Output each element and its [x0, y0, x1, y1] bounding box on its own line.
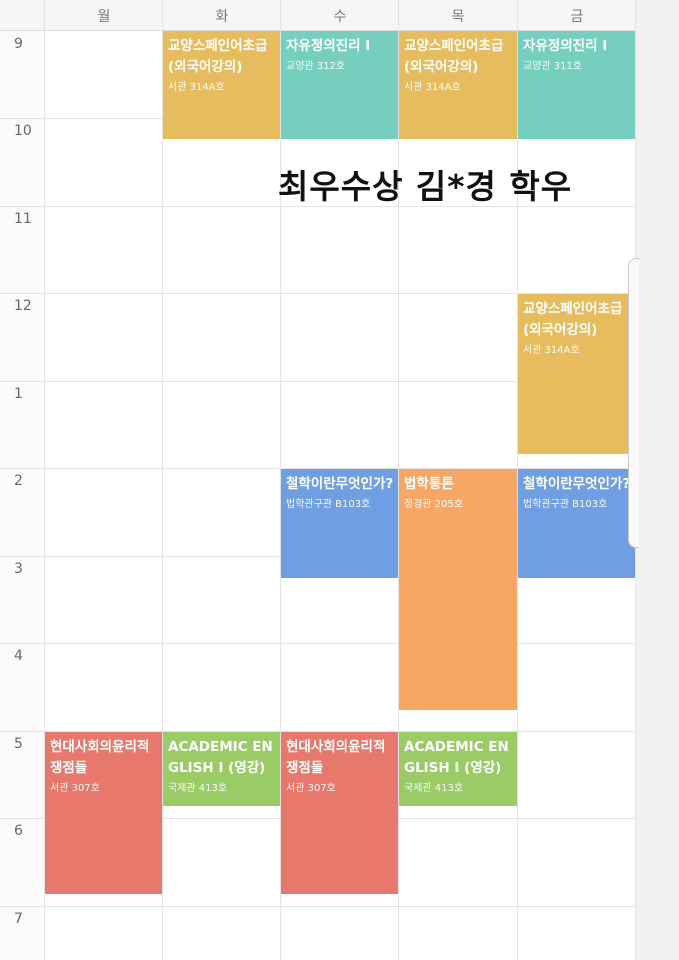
- hour-label: 11: [14, 211, 32, 227]
- day-tue: 화: [215, 9, 229, 25]
- grid-line: [0, 906, 636, 907]
- grid-line: [0, 206, 636, 207]
- hour-label: 12: [14, 298, 32, 314]
- course-name: 자유정의진리 I: [286, 38, 371, 54]
- day-header: [0, 0, 636, 31]
- course-room: 정경관 205호: [404, 499, 464, 510]
- course-name: 교양스페인어초급(외국어강의): [523, 301, 623, 338]
- grid-line: [517, 0, 518, 960]
- course-room: 국제관 413호: [404, 783, 464, 794]
- course-name: 교양스페인어초급(외국어강의): [404, 38, 504, 75]
- course-block[interactable]: 법학통론 정경관 205호: [399, 469, 517, 710]
- course-room: 교양관 311호: [523, 61, 583, 72]
- course-name: 현대사회의윤리적쟁점들: [50, 739, 150, 776]
- course-block[interactable]: 교양스페인어초급(외국어강의) 서관 314A호: [518, 294, 635, 454]
- hour-label: 1: [14, 386, 23, 402]
- grid-line: [280, 0, 281, 960]
- course-name: 철학이란무엇인가?: [523, 476, 631, 492]
- day-mon: 월: [97, 9, 111, 25]
- grid-line: [0, 731, 636, 732]
- course-name: 현대사회의윤리적쟁점들: [286, 739, 386, 776]
- hour-label: 4: [14, 648, 23, 664]
- course-room: 국제관 413호: [168, 783, 228, 794]
- course-name: ACADEMIC ENGLISH I (영강): [404, 739, 509, 776]
- grid-line: [162, 0, 163, 960]
- course-room: 법학관구관 B103호: [523, 499, 608, 510]
- course-block[interactable]: 교양스페인어초급(외국어강의) 서관 314A호: [163, 31, 280, 139]
- grid-line: [0, 293, 636, 294]
- course-room: 교양관 312호: [286, 61, 346, 72]
- hour-label: 10: [14, 123, 32, 139]
- hour-label: 6: [14, 823, 23, 839]
- edge-panel-handle[interactable]: [628, 258, 639, 548]
- course-block[interactable]: 현대사회의윤리적쟁점들 서관 307호: [45, 732, 162, 894]
- hour-label: 5: [14, 736, 23, 752]
- day-thu: 목: [451, 9, 465, 25]
- hour-label: 2: [14, 473, 23, 489]
- time-column: [0, 30, 44, 960]
- course-block[interactable]: 교양스페인어초급(외국어강의) 서관 314A호: [399, 31, 517, 139]
- course-name: ACADEMIC ENGLISH I (영강): [168, 739, 273, 776]
- course-block[interactable]: 자유정의진리 I 교양관 312호: [281, 31, 398, 139]
- hour-label: 9: [14, 36, 23, 52]
- course-block[interactable]: 철학이란무엇인가? 법학관구관 B103호: [281, 469, 398, 578]
- course-block[interactable]: 철학이란무엇인가? 법학관구관 B103호: [518, 469, 635, 578]
- course-room: 서관 314A호: [404, 82, 461, 93]
- course-room: 법학관구관 B103호: [286, 499, 371, 510]
- grid-line: [0, 643, 636, 644]
- course-block[interactable]: ACADEMIC ENGLISH I (영강) 국제관 413호: [163, 732, 280, 806]
- grid-line: [0, 468, 636, 469]
- course-room: 서관 314A호: [168, 82, 225, 93]
- course-block[interactable]: 현대사회의윤리적쟁점들 서관 307호: [281, 732, 398, 894]
- award-caption: 최우수상 김*경 학우: [278, 167, 573, 206]
- hour-label: 3: [14, 561, 23, 577]
- right-margin: [636, 0, 679, 960]
- course-room: 서관 314A호: [523, 345, 580, 356]
- course-block[interactable]: 자유정의진리 I 교양관 311호: [518, 31, 635, 139]
- course-name: 철학이란무엇인가?: [286, 476, 394, 492]
- course-name: 교양스페인어초급(외국어강의): [168, 38, 268, 75]
- course-block[interactable]: ACADEMIC ENGLISH I (영강) 국제관 413호: [399, 732, 517, 806]
- grid-line: [0, 381, 636, 382]
- hour-label: 7: [14, 911, 23, 927]
- grid-line: [398, 0, 399, 960]
- course-room: 서관 307호: [50, 783, 100, 794]
- course-name: 법학통론: [404, 476, 454, 492]
- course-room: 서관 307호: [286, 783, 336, 794]
- grid-line: [44, 0, 45, 960]
- day-fri: 금: [570, 9, 584, 25]
- day-wed: 수: [333, 9, 347, 25]
- course-name: 자유정의진리 I: [523, 38, 608, 54]
